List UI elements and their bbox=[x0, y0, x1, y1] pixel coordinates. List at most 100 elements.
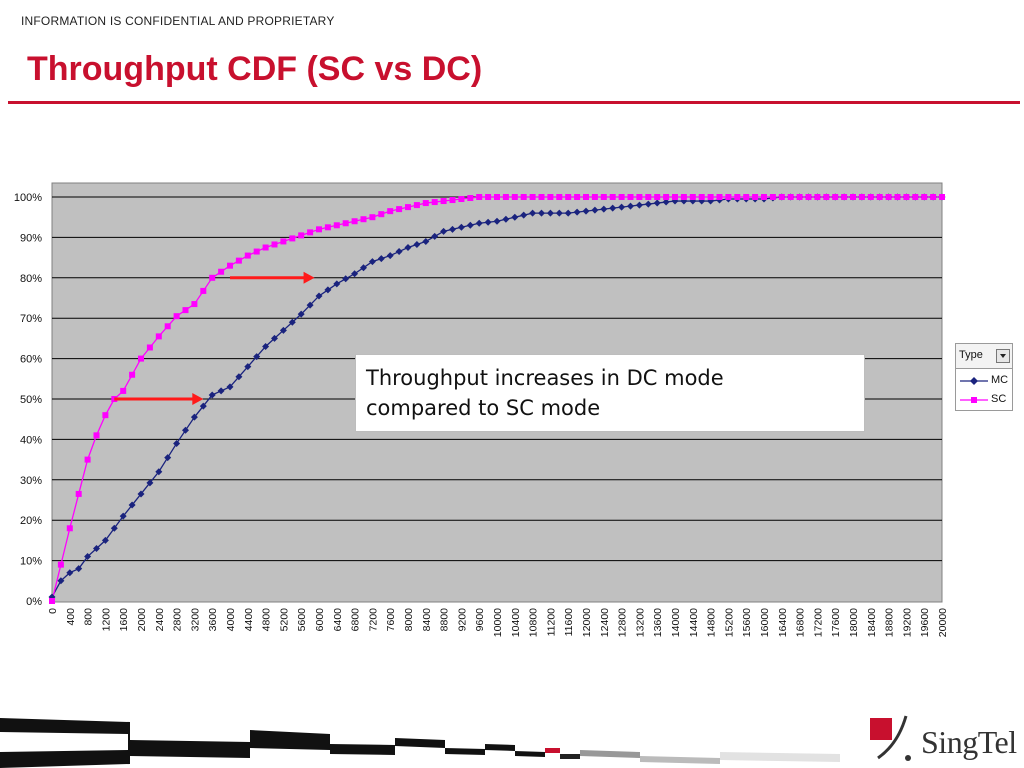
data-point-sc bbox=[725, 194, 732, 200]
data-point-sc bbox=[333, 222, 340, 229]
data-point-sc bbox=[440, 198, 447, 205]
data-point-mc bbox=[484, 218, 492, 226]
data-point-sc bbox=[903, 194, 910, 200]
data-point-sc bbox=[618, 194, 625, 200]
data-point-mc bbox=[110, 524, 118, 532]
data-point-mc bbox=[333, 280, 341, 288]
data-point-mc bbox=[306, 301, 314, 309]
x-tick-label: 9600 bbox=[474, 608, 486, 632]
data-point-mc bbox=[502, 215, 510, 223]
data-point-mc bbox=[137, 490, 145, 498]
x-tick-label: 16800 bbox=[795, 608, 807, 637]
legend-header[interactable]: Type bbox=[956, 344, 1012, 369]
x-tick-label: 15600 bbox=[741, 608, 753, 637]
data-point-mc bbox=[84, 553, 92, 561]
data-point-mc bbox=[466, 221, 474, 229]
x-tick-label: 5200 bbox=[278, 608, 290, 632]
data-point-mc bbox=[627, 202, 634, 210]
data-point-sc bbox=[636, 194, 643, 200]
x-tick-label: 4400 bbox=[243, 608, 255, 632]
data-point-sc bbox=[502, 194, 509, 200]
data-point-sc bbox=[75, 490, 82, 497]
data-point-mc bbox=[440, 227, 448, 235]
x-tick-label: 4000 bbox=[225, 608, 237, 632]
data-point-sc bbox=[467, 195, 474, 202]
x-tick-label: 6400 bbox=[332, 608, 344, 632]
x-tick-label: 3200 bbox=[189, 608, 201, 632]
data-point-mc bbox=[635, 201, 643, 209]
y-tick-label: 30% bbox=[20, 475, 42, 487]
data-point-sc bbox=[476, 194, 483, 200]
x-tick-label: 12400 bbox=[599, 608, 611, 637]
data-point-sc bbox=[387, 208, 394, 215]
logo-text: SingTel bbox=[921, 724, 1017, 760]
x-tick-label: 11600 bbox=[563, 608, 575, 637]
data-point-mc bbox=[235, 373, 243, 381]
data-point-mc bbox=[244, 363, 252, 371]
x-tick-label: 19600 bbox=[919, 608, 931, 637]
x-tick-label: 2400 bbox=[154, 608, 166, 632]
y-tick-label: 50% bbox=[20, 394, 42, 406]
data-point-mc bbox=[360, 264, 367, 272]
chevron-down-icon[interactable] bbox=[996, 349, 1010, 363]
x-tick-label: 5600 bbox=[296, 608, 308, 632]
data-point-sc bbox=[57, 561, 64, 568]
x-tick-label: 17200 bbox=[812, 608, 824, 637]
data-point-sc bbox=[876, 194, 883, 200]
x-tick-label: 20000 bbox=[937, 608, 949, 637]
data-point-mc bbox=[173, 439, 181, 447]
data-point-mc bbox=[538, 209, 545, 217]
data-point-sc bbox=[600, 194, 607, 200]
data-point-sc bbox=[832, 194, 839, 200]
data-point-sc bbox=[173, 313, 180, 320]
data-point-sc bbox=[182, 307, 189, 314]
x-tick-label: 3600 bbox=[207, 608, 219, 632]
data-point-sc bbox=[209, 274, 216, 281]
data-point-mc bbox=[413, 240, 421, 248]
data-point-mc bbox=[279, 326, 287, 334]
y-tick-label: 100% bbox=[14, 192, 42, 204]
data-point-mc bbox=[564, 209, 572, 217]
data-point-mc bbox=[315, 292, 323, 300]
y-tick-label: 40% bbox=[20, 434, 42, 446]
data-point-mc bbox=[342, 275, 350, 283]
data-point-mc bbox=[431, 232, 439, 240]
title-divider bbox=[8, 101, 1020, 104]
data-point-sc bbox=[734, 194, 741, 200]
y-tick-label: 70% bbox=[20, 313, 42, 325]
data-point-sc bbox=[262, 244, 269, 251]
data-point-sc bbox=[253, 248, 260, 255]
data-point-sc bbox=[200, 287, 207, 294]
x-tick-label: 18800 bbox=[884, 608, 896, 637]
data-point-sc bbox=[307, 229, 314, 236]
x-tick-label: 7200 bbox=[367, 608, 379, 632]
x-tick-label: 4800 bbox=[261, 608, 273, 632]
data-point-mc bbox=[288, 318, 296, 326]
x-tick-label: 10000 bbox=[492, 608, 504, 637]
data-point-sc bbox=[271, 241, 278, 248]
data-point-sc bbox=[369, 214, 376, 221]
x-tick-label: 14400 bbox=[688, 608, 700, 637]
data-point-mc bbox=[395, 248, 403, 256]
data-point-sc bbox=[449, 197, 456, 204]
data-point-sc bbox=[814, 194, 821, 200]
data-point-sc bbox=[396, 206, 403, 213]
x-tick-label: 16400 bbox=[777, 608, 789, 637]
data-point-mc bbox=[119, 512, 127, 520]
y-tick-label: 80% bbox=[20, 273, 42, 285]
data-point-sc bbox=[235, 257, 242, 264]
data-point-sc bbox=[663, 194, 670, 200]
data-point-sc bbox=[912, 194, 919, 200]
data-point-sc bbox=[316, 226, 322, 233]
data-point-mc bbox=[155, 468, 163, 476]
data-point-mc bbox=[377, 255, 385, 263]
checkered-footer-graphic bbox=[0, 718, 840, 768]
x-tick-label: 8400 bbox=[421, 608, 433, 632]
data-point-mc bbox=[208, 391, 216, 399]
data-point-mc bbox=[555, 209, 563, 217]
data-point-mc bbox=[57, 577, 65, 585]
data-point-mc bbox=[75, 565, 83, 573]
data-point-mc bbox=[529, 209, 537, 217]
x-tick-label: 10400 bbox=[510, 608, 522, 637]
data-point-sc bbox=[155, 333, 162, 340]
